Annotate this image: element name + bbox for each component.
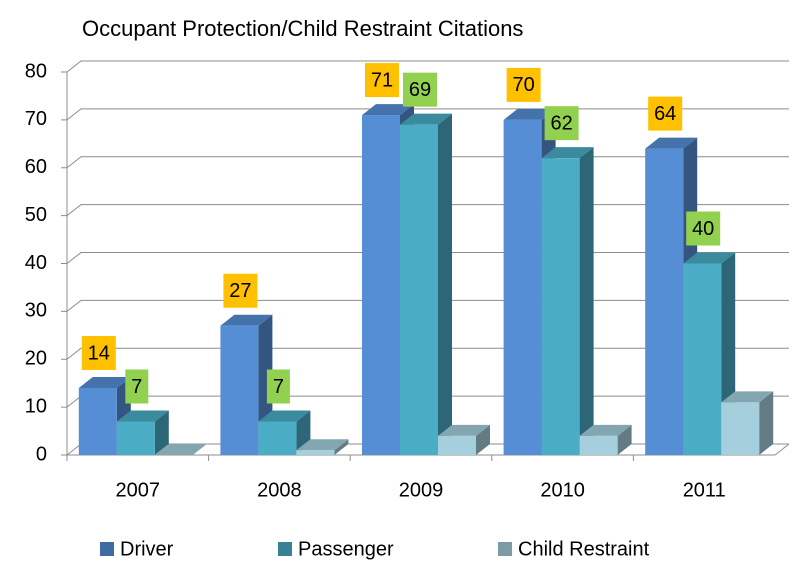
bar-front: [438, 435, 476, 455]
data-label-box: [506, 67, 541, 102]
y-tick-label: 60: [25, 156, 47, 178]
bar-top: [541, 147, 594, 159]
bar-side: [476, 424, 490, 455]
bar-top: [438, 424, 490, 436]
data-label: 62: [550, 112, 572, 134]
bar-side: [759, 391, 774, 455]
bar: [579, 424, 632, 455]
bar: [154, 444, 207, 455]
bar-top: [645, 137, 698, 149]
data-label: 64: [654, 103, 676, 125]
bar-front: [400, 124, 438, 455]
data-label: 14: [88, 342, 110, 364]
bar-top: [116, 410, 169, 422]
bar-front: [296, 450, 335, 455]
bar-front: [503, 119, 542, 455]
x-tick-label: 2011: [683, 479, 726, 501]
bar-front: [721, 402, 760, 455]
data-label-box: [544, 106, 579, 141]
bar-top: [503, 108, 556, 120]
bar: [400, 113, 452, 455]
data-label: 71: [371, 69, 393, 91]
data-label-box: [125, 369, 149, 404]
bar-top: [296, 439, 349, 451]
bar-top: [400, 113, 452, 125]
data-label-box: [403, 72, 437, 107]
bar-top: [683, 252, 736, 264]
x-tick-label: 2010: [540, 479, 585, 501]
y-tick-label: 40: [25, 252, 47, 274]
bar: [438, 424, 490, 455]
data-label: 40: [692, 218, 714, 240]
bar-front: [579, 435, 618, 455]
y-tick-label: 0: [36, 443, 47, 465]
bar-top: [220, 314, 273, 326]
data-label-box: [365, 63, 399, 98]
bar-top: [154, 444, 207, 455]
bar: [220, 314, 273, 455]
bar: [541, 147, 594, 456]
bar-front: [78, 387, 117, 455]
bar: [296, 439, 349, 455]
bar-front: [116, 421, 155, 455]
bar-side: [438, 113, 452, 455]
bar-front: [645, 148, 684, 455]
legend-swatch: [278, 542, 292, 556]
x-tick-label: 2008: [257, 479, 302, 501]
data-label: 7: [273, 376, 284, 398]
bar-front: [220, 325, 259, 455]
bar-side: [579, 147, 594, 456]
y-tick-label: 20: [25, 348, 47, 370]
data-label-box: [266, 369, 290, 404]
data-label-box: [81, 335, 116, 370]
bar-top: [362, 104, 414, 116]
data-label: 7: [131, 376, 142, 398]
bar-front: [541, 158, 580, 456]
bar-side: [617, 424, 632, 455]
bar-top: [78, 376, 131, 388]
legend-label: Child Restraint: [518, 538, 650, 560]
legend-swatch: [498, 542, 512, 556]
y-tick-label: 30: [25, 300, 47, 322]
legend-swatch: [100, 542, 114, 556]
y-tick-label: 10: [25, 395, 47, 417]
grid-line: [66, 60, 789, 73]
legend-label: Driver: [120, 538, 174, 560]
bar-top: [579, 424, 632, 436]
legend-label: Passenger: [298, 538, 394, 560]
bar-front: [258, 421, 297, 455]
bar: [721, 391, 774, 455]
bar-side: [334, 439, 349, 455]
bar-top: [721, 391, 774, 403]
data-label: 69: [409, 79, 431, 101]
bar: [116, 410, 169, 455]
y-tick-label: 70: [25, 108, 47, 130]
data-label-box: [686, 211, 721, 246]
data-label-box: [648, 96, 683, 131]
data-label-box: [223, 273, 258, 308]
data-label: 27: [229, 280, 251, 302]
data-label: 70: [512, 74, 534, 96]
x-tick-label: 2007: [116, 479, 161, 501]
bar-front: [362, 115, 400, 456]
chart-title: Occupant Protection/Child Restraint Cita…: [82, 16, 523, 41]
y-tick-label: 50: [25, 204, 47, 226]
bar-top: [258, 410, 311, 422]
bar-front: [683, 263, 722, 455]
y-tick-label: 80: [25, 60, 47, 82]
bar-side: [154, 410, 169, 455]
x-tick-label: 2009: [399, 479, 444, 501]
